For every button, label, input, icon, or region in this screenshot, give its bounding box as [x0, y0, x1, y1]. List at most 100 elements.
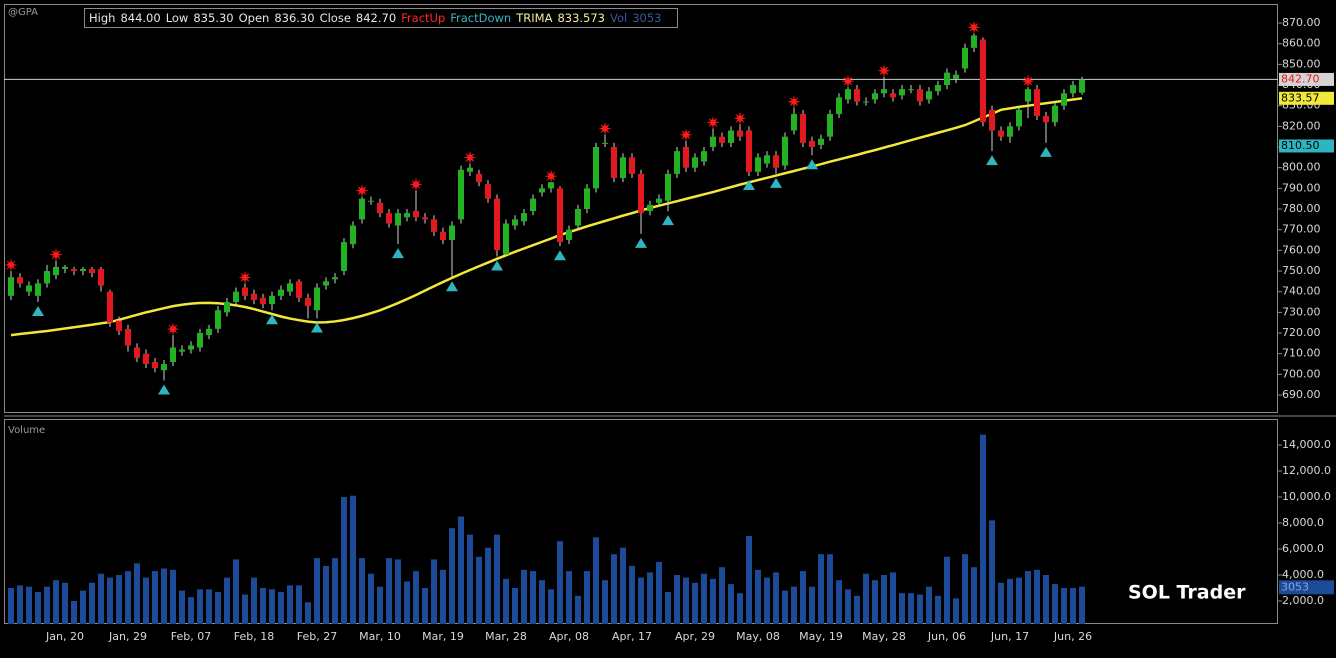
candle-body — [314, 287, 320, 311]
candle-body — [863, 101, 869, 103]
volume-bar — [71, 601, 77, 624]
candle-body — [71, 268, 77, 272]
candle-body — [845, 89, 851, 100]
candle-body — [674, 151, 680, 174]
fract-up — [463, 151, 477, 165]
candle-body — [80, 268, 86, 272]
volume-bar — [917, 594, 923, 624]
fract-down — [554, 250, 566, 261]
volume-bar — [773, 572, 779, 624]
volume-bar — [620, 547, 626, 624]
candle-body — [404, 213, 410, 218]
candle-body — [215, 310, 221, 329]
volume-bar — [926, 586, 932, 624]
volume-bar — [224, 577, 230, 624]
fract-down — [392, 248, 404, 259]
y-tick-label: 2,000.0 — [1282, 594, 1324, 607]
candle-body — [26, 285, 32, 292]
volume-bar — [611, 554, 617, 624]
candle-body — [296, 281, 302, 298]
candle-body — [1043, 116, 1049, 123]
candle-body — [998, 130, 1004, 137]
volume-bar — [602, 580, 608, 624]
candle-body — [53, 266, 59, 276]
candle-body — [305, 297, 311, 307]
y-tick-label: 4,000.0 — [1282, 568, 1324, 581]
volume-bar — [908, 593, 914, 624]
fract-up — [544, 169, 558, 183]
volume-bar — [890, 572, 896, 624]
price-label: 842.70 — [1281, 72, 1320, 85]
legend-value: 842.70 — [355, 11, 397, 25]
y-tick-label: 690.00 — [1282, 388, 1321, 401]
volume-bar — [305, 602, 311, 624]
volume-bar — [179, 590, 185, 624]
candle-body — [1061, 93, 1067, 106]
y-tick-label: 820.00 — [1282, 119, 1321, 132]
volume-bar — [1025, 571, 1031, 624]
volume-bar — [287, 585, 293, 624]
legend-label: Open — [238, 11, 270, 25]
candle-body — [332, 277, 338, 280]
volume-bar — [143, 577, 149, 624]
y-tick-label: 700.00 — [1282, 367, 1321, 380]
y-tick-label: 780.00 — [1282, 202, 1321, 215]
legend-fractdown: FractDown — [450, 11, 512, 25]
volume-bar — [845, 589, 851, 624]
volume-bar — [467, 534, 473, 624]
x-tick-label: Jun, 17 — [990, 630, 1029, 643]
volume-bar — [818, 554, 824, 624]
candle-body — [782, 136, 788, 166]
volume-bar — [458, 516, 464, 624]
candle-body — [341, 242, 347, 272]
candle-body — [413, 211, 419, 218]
volume-bar — [656, 562, 662, 624]
x-tick-label: Feb, 18 — [234, 630, 274, 643]
volume-bar — [8, 588, 14, 624]
candle-body — [836, 97, 842, 114]
candle-body — [512, 219, 518, 226]
candle-body — [764, 155, 770, 164]
candle-body — [386, 213, 392, 224]
candle-body — [611, 147, 617, 179]
candle-body — [89, 268, 95, 274]
candle-body — [1034, 89, 1040, 117]
candle-body — [539, 188, 545, 193]
fract-up — [877, 64, 891, 78]
candle-body — [485, 184, 491, 199]
legend-vol: Vol — [610, 11, 628, 25]
fract-down — [446, 281, 458, 292]
candle-body — [62, 266, 68, 269]
y-tick-label: 6,000.0 — [1282, 542, 1324, 555]
candle-body — [188, 345, 194, 350]
x-tick-label: Jun, 26 — [1053, 630, 1092, 643]
price-label-box — [1279, 91, 1334, 105]
candle-body — [287, 283, 293, 292]
volume-bar — [278, 591, 284, 624]
volume-title: Volume — [8, 425, 45, 436]
candle-body — [107, 291, 113, 323]
candle-body — [665, 173, 671, 201]
volume-bar — [503, 578, 509, 624]
volume-bar — [683, 577, 689, 624]
candle-body — [593, 147, 599, 189]
price-label-box — [1279, 72, 1334, 86]
candle-body — [629, 157, 635, 174]
candle-body — [1070, 85, 1076, 94]
candle-body — [521, 213, 527, 222]
volume-bar — [494, 534, 500, 624]
volume-bar — [629, 565, 635, 624]
y-tick-label: 850.00 — [1282, 57, 1321, 70]
volume-bar — [899, 593, 905, 624]
volume-label-box — [1279, 580, 1334, 595]
volume-bar — [449, 528, 455, 624]
volume-bar — [197, 589, 203, 624]
volume-bar — [953, 598, 959, 624]
volume-bar — [1034, 569, 1040, 624]
candle-body — [557, 188, 563, 243]
fract-up — [733, 111, 747, 125]
candle-body — [584, 188, 590, 210]
candle-body — [548, 182, 554, 189]
candle-body — [422, 217, 428, 220]
